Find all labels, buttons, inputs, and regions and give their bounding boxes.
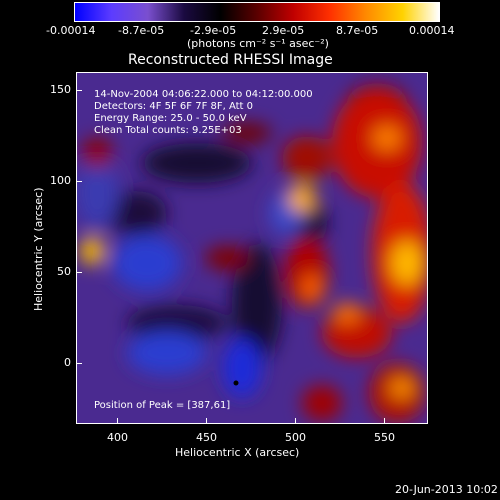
- y-tick-label: 0: [64, 356, 71, 369]
- x-tick: [206, 418, 207, 424]
- colorbar-label-5: 0.00014: [409, 24, 455, 37]
- colorbar-label-4: 8.7e-05: [336, 24, 379, 37]
- emission-blobs: [77, 83, 427, 423]
- y-tick: [76, 272, 82, 273]
- colorbar-gradient: [75, 3, 439, 21]
- x-tick: [384, 418, 385, 424]
- y-tick: [76, 181, 82, 182]
- plot-title: Reconstructed RHESSI Image: [128, 52, 333, 68]
- colorbar-label-3: 2.9e-05: [262, 24, 305, 37]
- colorbar-label-2: -2.9e-05: [190, 24, 237, 37]
- colorbar-label-0: -0.00014: [46, 24, 96, 37]
- colorbar-label-1: -8.7e-05: [118, 24, 165, 37]
- x-tick-label: 450: [196, 431, 217, 444]
- peak-marker: [233, 380, 239, 386]
- footer-date: 20-Jun-2013 10:02: [395, 483, 498, 496]
- y-tick-label: 50: [57, 265, 71, 278]
- y-axis-label: Heliocentric Y (arcsec): [32, 187, 45, 311]
- colorbar-units: (photons cm⁻² s⁻¹ asec⁻²): [187, 37, 329, 50]
- x-tick-label: 400: [107, 431, 128, 444]
- x-tick: [295, 418, 296, 424]
- x-tick: [117, 418, 118, 424]
- time-range: 14-Nov-2004 04:06:22.000 to 04:12:00.000: [94, 89, 313, 100]
- clean-counts: Clean Total counts: 9.25E+03: [94, 125, 242, 136]
- colorbar: [74, 2, 440, 22]
- y-tick: [76, 363, 82, 364]
- peak-position: Position of Peak = [387,61]: [94, 400, 231, 411]
- y-tick: [76, 90, 82, 91]
- energy-range: Energy Range: 25.0 - 50.0 keV: [94, 113, 247, 124]
- x-tick-label: 550: [374, 431, 395, 444]
- image-panel: 14-Nov-2004 04:06:22.000 to 04:12:00.000…: [76, 72, 428, 424]
- detectors: Detectors: 4F 5F 6F 7F 8F, Att 0: [94, 101, 254, 112]
- y-tick-label: 150: [50, 83, 71, 96]
- y-tick-label: 100: [50, 174, 71, 187]
- x-tick-label: 500: [285, 431, 306, 444]
- rhessi-image: [77, 73, 427, 423]
- x-axis-label: Heliocentric X (arcsec): [175, 446, 300, 459]
